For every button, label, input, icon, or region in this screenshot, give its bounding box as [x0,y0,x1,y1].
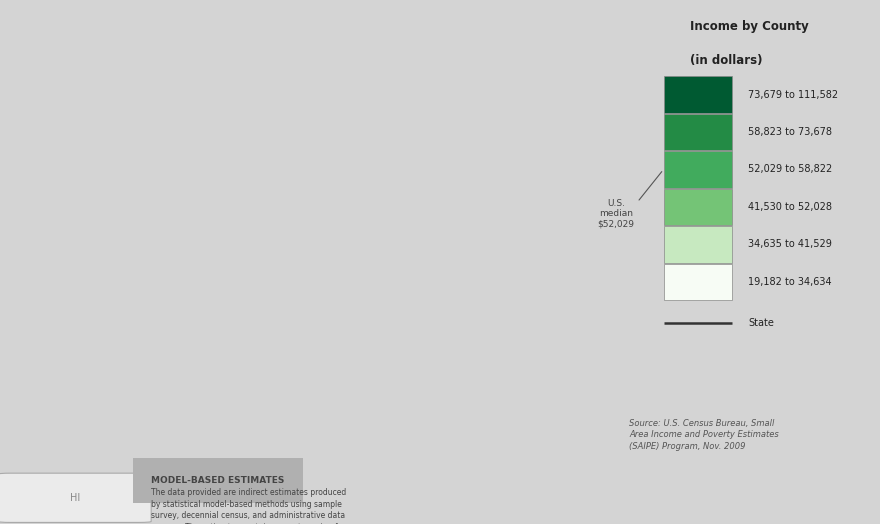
Bar [664,264,732,300]
Text: 34,635 to 41,529: 34,635 to 41,529 [748,239,832,249]
Text: MODEL-BASED ESTIMATES: MODEL-BASED ESTIMATES [151,476,284,485]
Text: HI: HI [70,493,80,503]
Text: Income by County: Income by County [690,20,809,32]
Text: State: State [748,318,774,328]
Text: 58,823 to 73,678: 58,823 to 73,678 [748,127,832,137]
FancyBboxPatch shape [0,473,151,522]
Text: (in dollars): (in dollars) [690,54,762,67]
Text: 73,679 to 111,582: 73,679 to 111,582 [748,90,838,100]
Text: 19,182 to 34,634: 19,182 to 34,634 [748,277,832,287]
Bar [664,151,732,188]
Bar [664,114,732,150]
Text: Source: U.S. Census Bureau, Small
Area Income and Poverty Estimates
(SAIPE) Prog: Source: U.S. Census Bureau, Small Area I… [629,419,779,451]
Text: 41,530 to 52,028: 41,530 to 52,028 [748,202,832,212]
Text: U.S.
median
$52,029: U.S. median $52,029 [598,172,662,229]
Text: 52,029 to 58,822: 52,029 to 58,822 [748,165,832,174]
Bar [664,226,732,263]
Bar [664,189,732,225]
Bar [664,77,732,113]
Text: The data provided are indirect estimates produced
by statistical model-based met: The data provided are indirect estimates… [151,488,353,524]
